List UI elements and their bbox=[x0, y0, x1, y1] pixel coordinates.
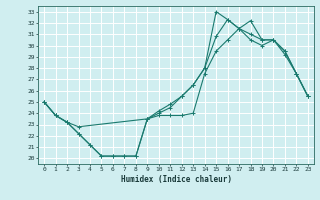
X-axis label: Humidex (Indice chaleur): Humidex (Indice chaleur) bbox=[121, 175, 231, 184]
